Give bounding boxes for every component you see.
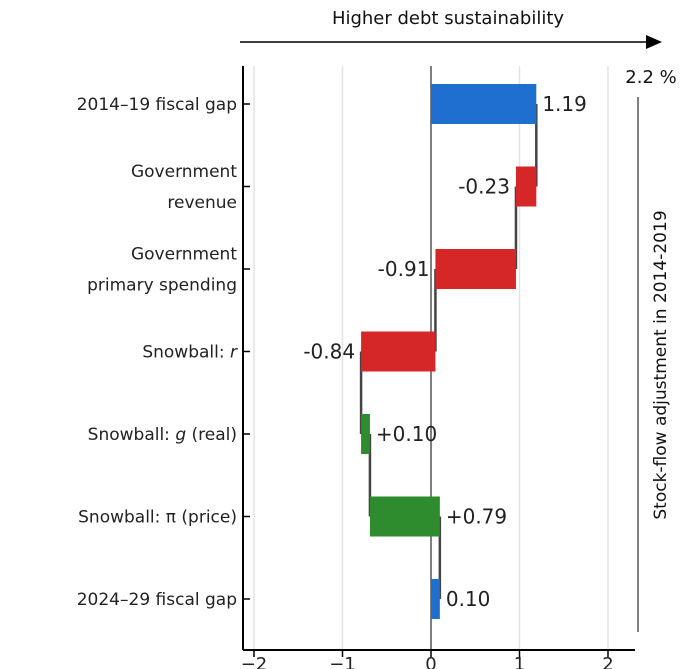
bar [361, 414, 370, 454]
side-value-label: 2.2 % [625, 67, 676, 88]
x-tick-label: 0 [425, 654, 436, 669]
bar-value-label: -0.91 [378, 257, 430, 281]
bar-value-label: -0.84 [303, 340, 355, 364]
chart-title: Higher debt sustainability [332, 8, 564, 29]
x-tick-label: 2 [602, 654, 613, 669]
grid-lines [253, 66, 609, 650]
bar-value-label: 1.19 [542, 92, 587, 116]
bar-value-label: 0.10 [446, 587, 491, 611]
bar [361, 331, 436, 372]
category-label: primary spending [87, 276, 237, 296]
x-tick-labels: −2 −1 0 1 2 [241, 654, 614, 669]
bar [369, 496, 440, 537]
category-label: revenue [167, 193, 237, 213]
bar [431, 84, 537, 124]
category-labels: 2014–19 fiscal gap Government revenue Gover… [77, 95, 238, 610]
bar-value-label: +0.10 [376, 422, 437, 446]
value-labels: 1.19 -0.23 -0.91 -0.84 +0.10 +0.79 0.10 [303, 92, 587, 611]
x-tick-label: −2 [241, 654, 268, 669]
category-label: Government [131, 162, 237, 182]
bar [435, 249, 516, 289]
bar [431, 579, 440, 619]
bars-group [361, 84, 537, 619]
direction-arrow-head [646, 35, 662, 49]
x-tick-label: 1 [514, 654, 525, 669]
category-label: Snowball: g (real) [88, 425, 237, 445]
x-tick-label: −1 [329, 654, 356, 669]
category-label: 2024–29 fiscal gap [77, 590, 237, 610]
category-label: Snowball: π (price) [78, 508, 237, 528]
side-axis-label: Stock-flow adjustment in 2014-2019 [651, 210, 671, 519]
bar-value-label: -0.23 [458, 175, 510, 199]
bar-value-label: +0.79 [446, 505, 507, 529]
category-label: Snowball: r [142, 343, 238, 363]
category-label: Government [131, 245, 237, 265]
category-label: 2014–19 fiscal gap [77, 95, 237, 115]
bar [515, 166, 537, 207]
axes-group [242, 66, 635, 657]
